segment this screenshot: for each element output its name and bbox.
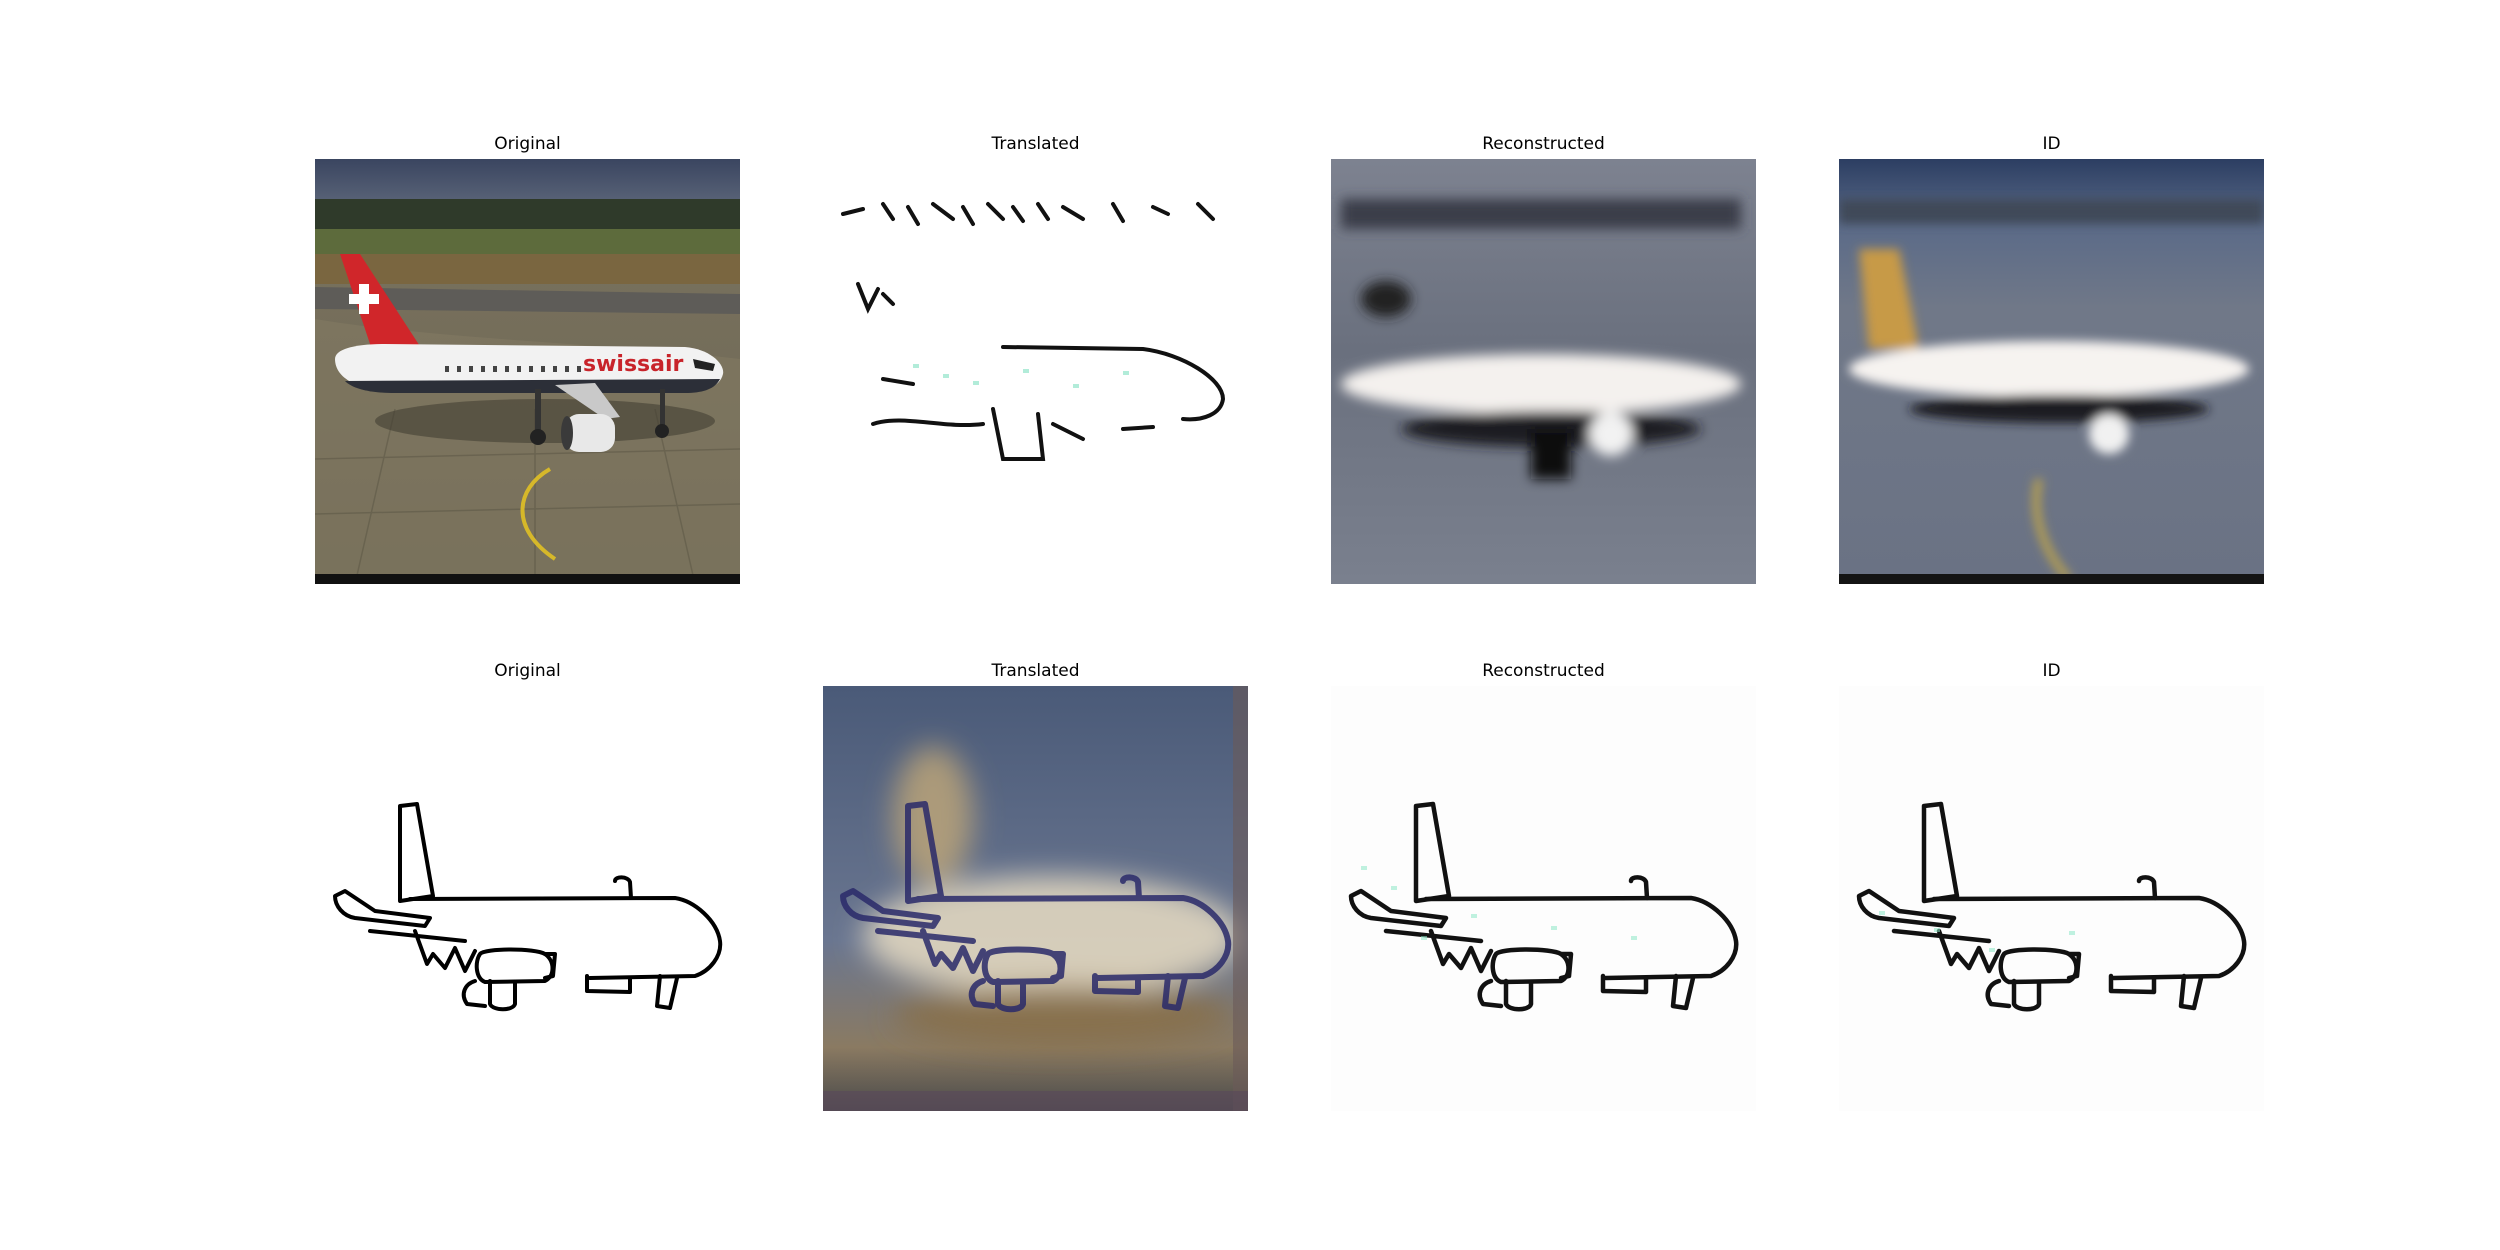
identity-sketch-panel [1839,686,2264,1111]
identity-photo-panel [1839,159,2264,584]
reconstructed-photo-panel [1331,159,1756,584]
original-sketch-panel [315,686,740,1111]
panel-title-id-row1: ID [2042,134,2061,154]
translated-photo-panel [823,686,1248,1111]
original-photo-panel: swissair [315,159,740,584]
panel-title-translated-row2: Translated [991,661,1080,681]
panel-title-translated-row1: Translated [991,134,1080,154]
panel-title-id-row2: ID [2042,661,2061,681]
panel-title-original-row2: Original [494,661,561,681]
swissair-livery-text: swissair [583,352,684,377]
panel-title-original-row1: Original [494,134,561,154]
reconstructed-sketch-panel [1331,686,1756,1111]
panel-title-reconstructed-row2: Reconstructed [1482,661,1605,681]
panel-title-reconstructed-row1: Reconstructed [1482,134,1605,154]
translated-sketch-panel [823,159,1248,584]
